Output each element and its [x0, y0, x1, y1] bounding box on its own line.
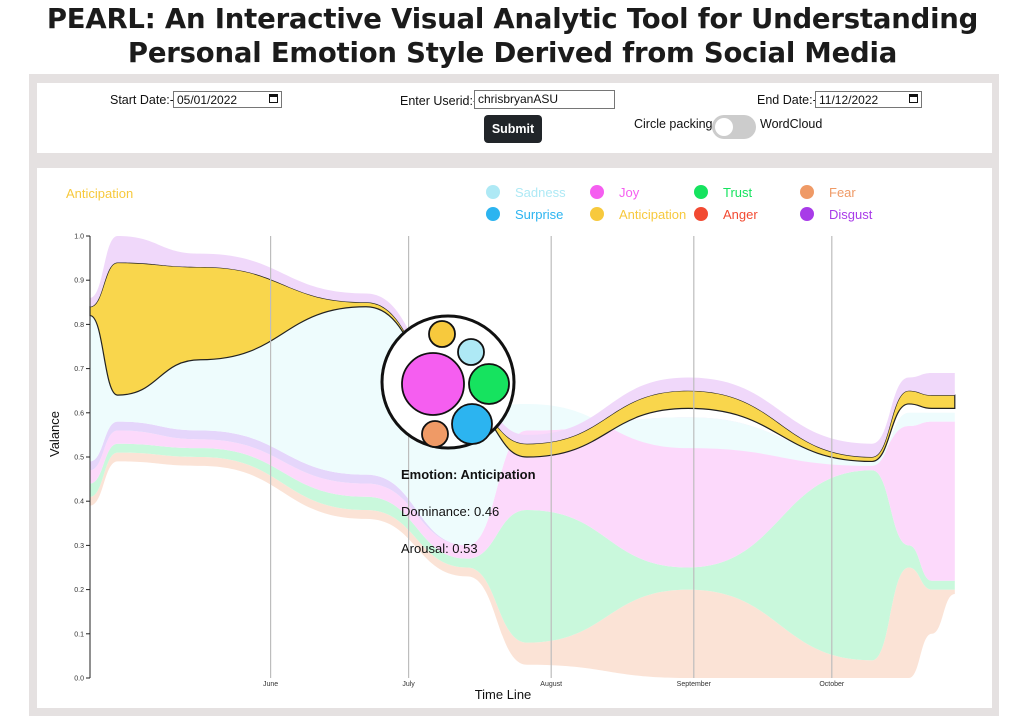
- legend-swatch-disgust[interactable]: [800, 207, 814, 221]
- y-tick-label: 0.2: [74, 587, 84, 594]
- circle-packing[interactable]: [380, 314, 516, 450]
- streams-layer: [89, 236, 956, 678]
- legend-label-anger[interactable]: Anger: [723, 207, 758, 222]
- x-tick-label: July: [402, 681, 415, 688]
- legend-label-anticipation[interactable]: Anticipation: [619, 207, 686, 222]
- grid-layer: [270, 236, 833, 678]
- submit-button[interactable]: Submit: [484, 115, 542, 143]
- y-tick-label: 1.0: [74, 234, 84, 241]
- stream-trust[interactable]: [90, 443, 955, 661]
- end-date-input[interactable]: 11/12/2022: [815, 91, 922, 108]
- y-tick-label: 0.3: [74, 543, 84, 550]
- y-tick-label: 0.5: [74, 455, 84, 462]
- x-tick-label: October: [819, 681, 845, 688]
- stream-fear[interactable]: [90, 452, 955, 678]
- y-tick-label: 0.6: [74, 410, 84, 417]
- x-tick-label: June: [263, 681, 278, 688]
- userid-value: chrisbryanASU: [478, 92, 559, 106]
- y-tick-label: 0.0: [74, 676, 84, 683]
- toggle-knob[interactable]: [715, 118, 733, 136]
- legend-label-fear[interactable]: Fear: [829, 185, 856, 200]
- x-axis-label: Time Line: [475, 687, 532, 702]
- legend-swatch-trust[interactable]: [694, 185, 708, 199]
- legend-label-trust[interactable]: Trust: [723, 185, 753, 200]
- legend-swatch-anticipation[interactable]: [590, 207, 604, 221]
- stream-joy[interactable]: [90, 417, 955, 581]
- packing-circle-surprise[interactable]: [451, 403, 493, 445]
- stream-sadness[interactable]: [90, 306, 955, 546]
- legend-swatch-sadness[interactable]: [486, 185, 500, 199]
- y-tick-label: 0.7: [74, 366, 84, 373]
- legend-swatch-surprise[interactable]: [486, 207, 500, 221]
- legend-label-sadness[interactable]: Sadness: [515, 185, 566, 200]
- legend-swatch-anger[interactable]: [694, 207, 708, 221]
- packing-circle-fear[interactable]: [421, 420, 449, 448]
- calendar-icon[interactable]: [909, 94, 918, 103]
- y-tick-label: 0.4: [74, 499, 84, 506]
- legend-swatch-fear[interactable]: [800, 185, 814, 199]
- legend-swatch-joy[interactable]: [590, 185, 604, 199]
- toggle-label-wordcloud: WordCloud: [760, 117, 823, 131]
- chart-panel: June July August September October 0.0 0.1 0.2 0…: [37, 168, 992, 708]
- tooltip-dominance: Dominance: 0.46: [401, 504, 499, 519]
- legend-label-disgust[interactable]: Disgust: [829, 207, 873, 222]
- x-tick-label: September: [677, 681, 712, 688]
- stream-disgust[interactable]: [90, 417, 955, 546]
- toggle-label-circle-packing: Circle packing: [634, 117, 713, 131]
- emotion-streamgraph: June July August September October 0.0 0.1 0.2 0…: [47, 185, 956, 702]
- legend-label-joy[interactable]: Joy: [619, 185, 640, 200]
- y-axis-label: Valance: [47, 411, 62, 457]
- start-date-value: 05/01/2022: [177, 93, 238, 107]
- calendar-icon[interactable]: [269, 94, 278, 103]
- packing-circle-joy[interactable]: [401, 352, 465, 416]
- packing-circle-anticipation[interactable]: [428, 320, 456, 348]
- stream-disgust-top[interactable]: [90, 236, 955, 457]
- start-date-input[interactable]: 05/01/2022: [173, 91, 282, 108]
- legend-label-surprise[interactable]: Surprise: [515, 207, 563, 222]
- userid-label: Enter Userid:-: [400, 94, 478, 108]
- y-tick-label: 0.8: [74, 322, 84, 329]
- view-toggle[interactable]: [712, 115, 756, 139]
- packing-circle-sadness[interactable]: [457, 338, 485, 366]
- axes-layer: June July August September October 0.0 0.1 0.2 0…: [74, 234, 845, 689]
- controls-panel: Start Date:- 05/01/2022 Enter Userid:- c…: [37, 83, 992, 153]
- userid-input[interactable]: chrisbryanASU: [474, 90, 615, 109]
- tooltip-arousal: Arousal: 0.53: [401, 541, 478, 556]
- legend: Sadness Joy Trust Fear Surprise Anticipation A…: [486, 185, 873, 222]
- y-tick-label: 0.9: [74, 278, 84, 285]
- page-title: PEARL: An Interactive Visual Analytic To…: [46, 3, 979, 69]
- x-tick-label: August: [540, 681, 562, 688]
- selected-emotion-label: Anticipation: [66, 186, 133, 201]
- y-tick-label: 0.1: [74, 631, 84, 638]
- tooltip-emotion: Emotion: Anticipation: [401, 467, 536, 482]
- packing-circle-trust[interactable]: [468, 363, 510, 405]
- end-date-value: 11/12/2022: [819, 93, 879, 107]
- end-date-label: End Date:-: [757, 93, 817, 107]
- start-date-label: Start Date:-: [110, 93, 174, 107]
